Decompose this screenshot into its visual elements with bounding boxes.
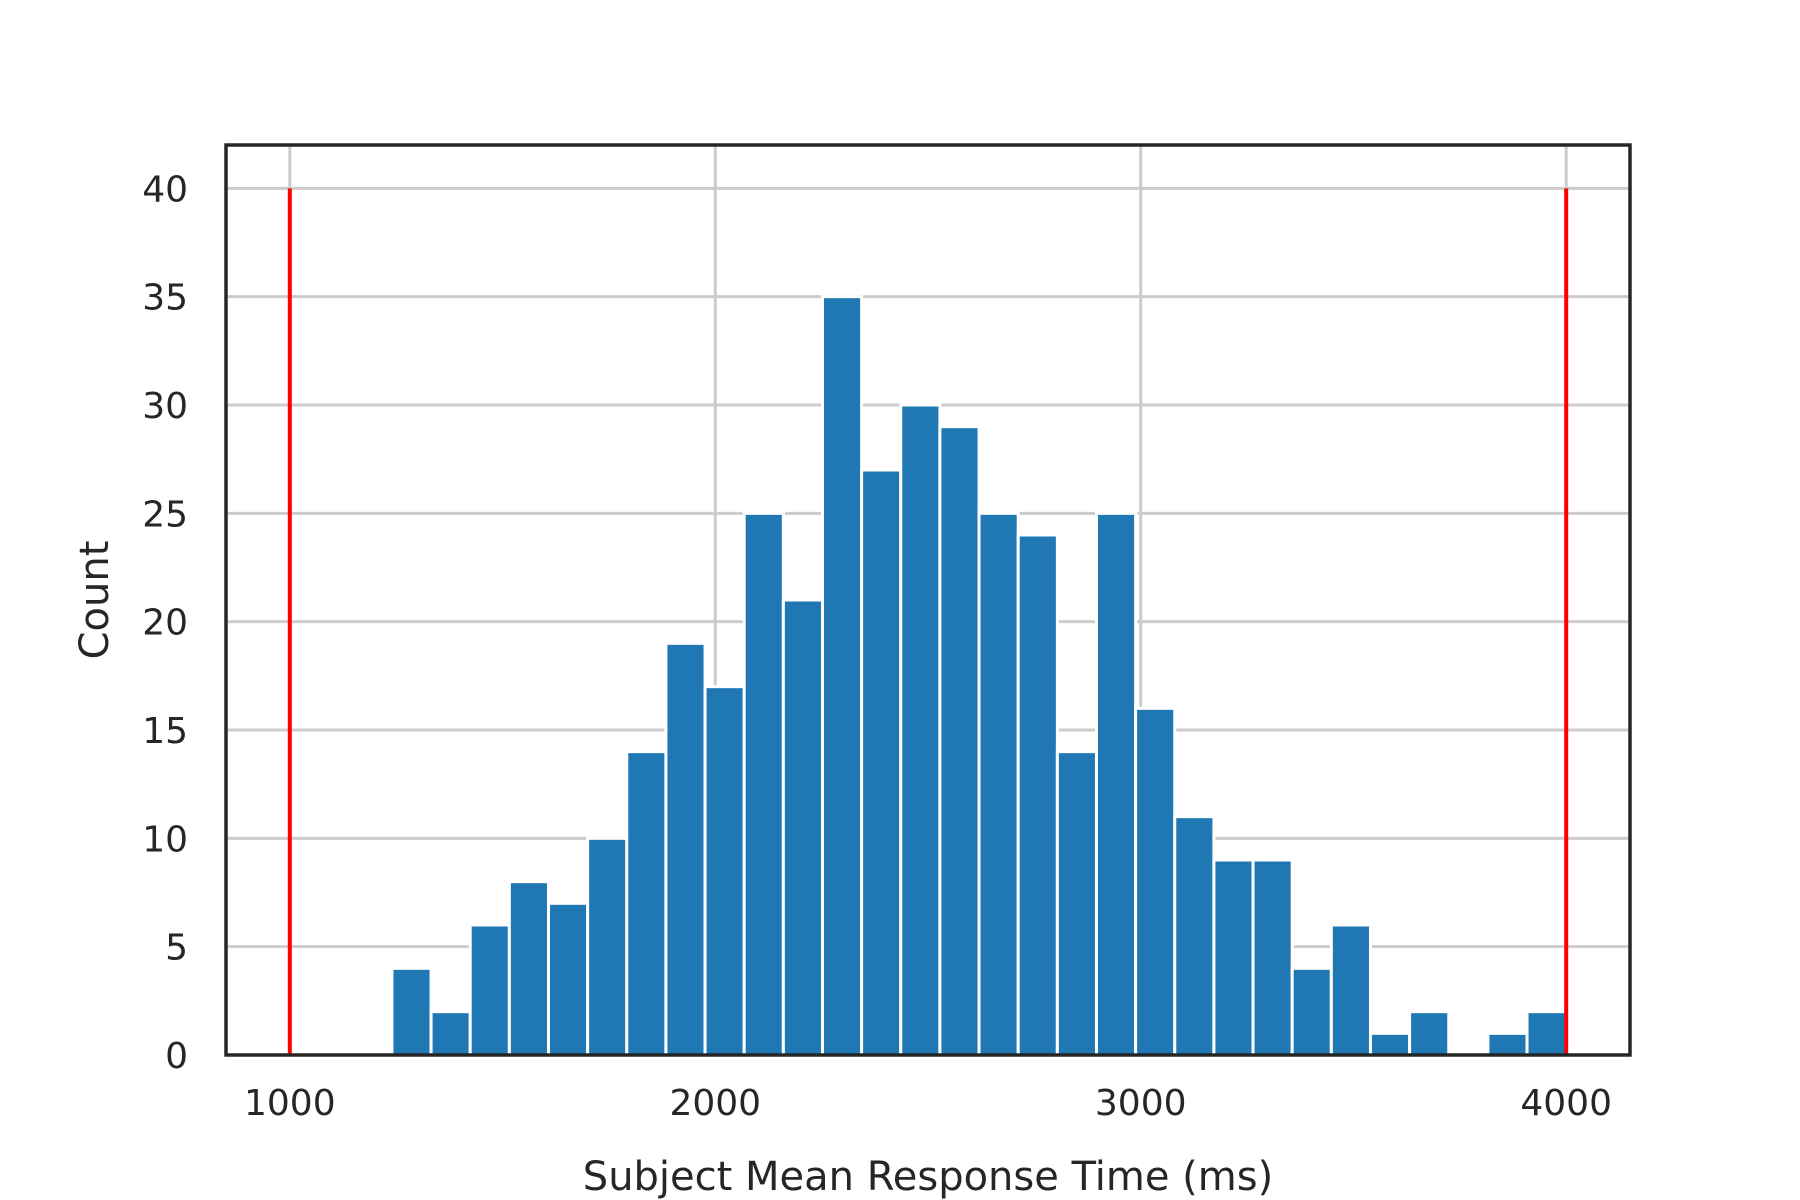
y-tick-label: 5	[165, 928, 188, 969]
histogram-bar	[1290, 966, 1333, 1057]
x-tick-label: 1000	[244, 1083, 336, 1124]
y-tick-label: 15	[142, 711, 188, 752]
histogram-bar	[781, 598, 824, 1057]
histogram-bar	[1094, 511, 1138, 1057]
histogram-bar	[625, 750, 668, 1057]
histogram-bar	[664, 641, 707, 1057]
x-tick-label: 3000	[1095, 1083, 1187, 1124]
histogram-bar	[1212, 858, 1255, 1057]
histogram-bar	[977, 511, 1020, 1057]
histogram-bar	[507, 880, 550, 1057]
histogram-bar	[1408, 1010, 1451, 1057]
histogram-bar	[390, 966, 433, 1057]
histogram-bar	[1134, 706, 1177, 1057]
histogram-bar	[1525, 1010, 1568, 1057]
y-tick-labels: 0 5 10 15 20 25 30 35 40	[142, 169, 188, 1077]
histogram-bar	[1486, 1031, 1529, 1057]
histogram-bar	[820, 295, 864, 1057]
histogram-bar	[860, 468, 903, 1057]
histogram-bar	[586, 836, 629, 1057]
histogram-bar	[1016, 533, 1059, 1057]
x-tick-label: 2000	[669, 1083, 761, 1124]
y-tick-label: 20	[142, 603, 188, 644]
histogram-bar	[546, 901, 590, 1057]
histogram-bar	[1055, 750, 1098, 1057]
y-tick-label: 35	[142, 278, 188, 319]
y-tick-label: 40	[142, 169, 188, 210]
histogram-bar	[429, 1010, 472, 1057]
histogram-bar	[703, 685, 746, 1057]
histogram-bars	[390, 295, 1568, 1057]
y-axis-label: Count	[72, 541, 118, 660]
reference-lines	[287, 188, 1569, 1055]
histogram-bar	[1173, 815, 1216, 1057]
x-axis-label: Subject Mean Response Time (ms)	[583, 1154, 1273, 1200]
histogram-bar	[1329, 923, 1372, 1057]
x-tick-label: 4000	[1520, 1083, 1612, 1124]
plot-frame	[224, 143, 1632, 1057]
histogram-bar	[938, 425, 981, 1057]
x-tick-labels: 1000 2000 3000 4000	[244, 1083, 1612, 1124]
y-tick-label: 25	[142, 494, 188, 535]
histogram-bar	[742, 511, 785, 1057]
histogram-bar	[468, 923, 511, 1057]
histogram-bar	[1368, 1031, 1412, 1057]
histogram-bar	[899, 403, 942, 1057]
y-tick-label: 10	[142, 819, 188, 860]
y-tick-label: 30	[142, 386, 188, 427]
y-tick-label: 0	[165, 1036, 188, 1077]
histogram-bar	[1251, 858, 1294, 1057]
